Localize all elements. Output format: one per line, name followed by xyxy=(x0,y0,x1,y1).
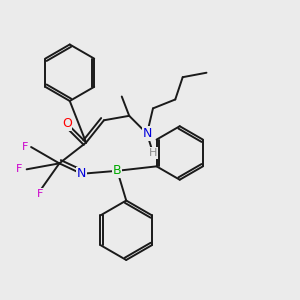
Text: F: F xyxy=(21,142,28,152)
Text: O: O xyxy=(62,117,72,130)
Text: H: H xyxy=(149,148,157,158)
Text: N: N xyxy=(142,127,152,140)
Text: N: N xyxy=(77,167,86,180)
Text: B: B xyxy=(113,164,122,177)
Text: F: F xyxy=(16,164,22,174)
Text: F: F xyxy=(37,189,43,199)
